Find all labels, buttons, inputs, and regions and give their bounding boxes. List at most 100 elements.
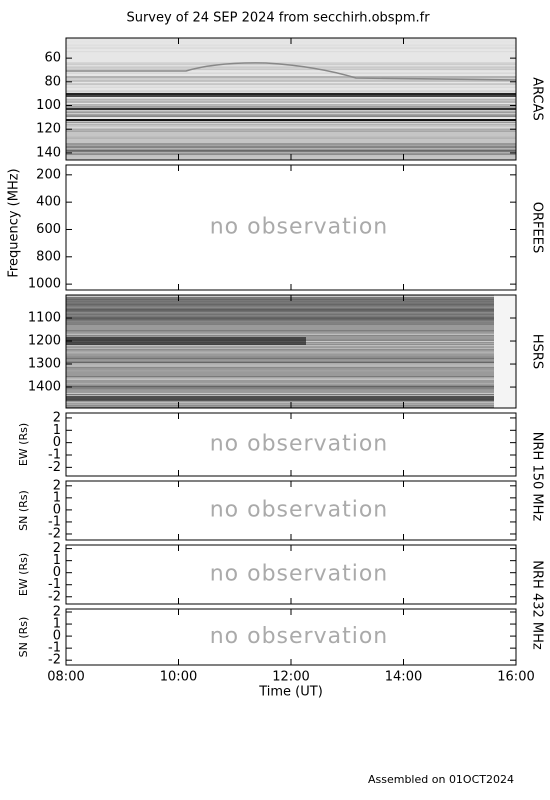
image-stripe <box>66 111 516 114</box>
spectrogram-image <box>66 295 516 408</box>
image-band <box>66 396 516 401</box>
image-stripe <box>66 367 516 368</box>
y-tick-label: 2 <box>53 541 61 556</box>
image-stripe <box>66 146 516 148</box>
image-stripe <box>66 78 516 81</box>
image-stripe <box>66 136 516 138</box>
image-stripe <box>66 394 516 397</box>
x-tick-label: 12:00 <box>272 670 309 685</box>
image-stripe <box>66 51 516 53</box>
image-stripe <box>66 86 516 88</box>
image-stripe <box>66 124 516 125</box>
instrument-label: ORFEES <box>530 202 545 253</box>
image-stripe <box>66 382 516 385</box>
y-tick-label: 60 <box>44 51 61 66</box>
image-stripe <box>66 358 516 360</box>
y-tick-label: -1 <box>48 577 61 592</box>
image-stripe <box>66 147 516 150</box>
image-trace <box>66 62 516 81</box>
x-tick-label: 10:00 <box>160 670 197 685</box>
image-stripe <box>66 97 516 100</box>
image-stripe <box>66 376 516 377</box>
y-tick-label: 100 <box>36 98 61 113</box>
instrument-label: HSRS <box>530 334 545 369</box>
image-stripe <box>66 101 516 103</box>
x-tick-label: 16:00 <box>497 670 534 685</box>
y-tick-label: 1200 <box>28 334 61 349</box>
image-stripe <box>66 149 516 152</box>
image-stripe <box>66 362 516 364</box>
instrument-label: NRH 150 MHz <box>530 432 545 522</box>
y-tick-label: 1400 <box>28 380 61 395</box>
image-stripe <box>66 93 516 95</box>
y-tick-label: -2 <box>48 460 61 475</box>
image-stripe <box>66 47 516 49</box>
image-stripe <box>66 377 516 379</box>
no-observation-note: no observation <box>210 624 389 649</box>
image-band <box>66 337 306 345</box>
image-stripe <box>66 95 516 97</box>
no-observation-note: no observation <box>210 215 389 240</box>
y-axis-label: EW (Rs) <box>17 553 30 596</box>
image-stripe <box>66 121 516 123</box>
image-stripe <box>66 333 516 336</box>
no-observation-note: no observation <box>210 498 389 523</box>
y-axis-label: EW (Rs) <box>17 423 30 466</box>
y-tick-label: 2 <box>53 410 61 425</box>
y-tick-label: 1 <box>53 423 61 438</box>
image-stripe <box>66 364 516 366</box>
image-stripe <box>66 356 516 358</box>
y-tick-label: 1300 <box>28 357 61 372</box>
y-tick-label: -2 <box>48 653 61 668</box>
image-stripe <box>66 83 516 85</box>
image-stripe <box>66 100 516 101</box>
image-stripe <box>66 385 516 387</box>
image-stripe <box>66 137 516 139</box>
y-tick-label: 1100 <box>28 311 61 326</box>
image-band <box>66 297 516 325</box>
y-tick-label: -1 <box>48 448 61 463</box>
y-tick-label: 0 <box>53 435 61 450</box>
y-tick-label: 2 <box>53 605 61 620</box>
image-stripe <box>66 153 516 155</box>
y-tick-label: 1000 <box>28 277 61 292</box>
image-stripe <box>66 385 516 388</box>
image-stripe <box>66 63 516 65</box>
y-tick-label: 80 <box>44 74 61 89</box>
image-stripe <box>66 335 516 336</box>
y-tick-label: 400 <box>36 195 61 210</box>
image-stripe <box>66 361 516 364</box>
image-stripe <box>66 387 516 390</box>
image-stripe <box>66 370 516 372</box>
y-tick-label: 1 <box>53 553 61 568</box>
chart-title: Survey of 24 SEP 2024 from secchirh.obsp… <box>126 11 430 26</box>
y-tick-label: 0 <box>53 565 61 580</box>
instrument-label: ARCAS <box>530 77 545 121</box>
image-stripe <box>66 108 516 110</box>
image-stripe <box>66 130 516 132</box>
image-stripe <box>66 143 516 145</box>
y-tick-label: 1 <box>53 490 61 505</box>
y-tick-label: 2 <box>53 478 61 493</box>
y-tick-label: -2 <box>48 526 61 541</box>
y-tick-label: 800 <box>36 249 61 264</box>
y-tick-label: -1 <box>48 641 61 656</box>
image-stripe <box>66 367 516 369</box>
image-stripe <box>66 351 516 353</box>
y-tick-label: -2 <box>48 589 61 604</box>
image-stripe <box>66 393 516 395</box>
image-blank <box>494 295 516 408</box>
image-stripe <box>66 113 516 115</box>
y-axis-label: Frequency (MHz) <box>7 168 22 277</box>
image-stripe <box>66 347 516 350</box>
footer: Assembled on 01OCT2024 <box>368 773 514 786</box>
y-tick-label: 600 <box>36 222 61 237</box>
y-axis-label: SN (Rs) <box>17 617 30 658</box>
y-tick-label: 200 <box>36 167 61 182</box>
image-stripe <box>66 106 516 108</box>
image-stripe <box>66 62 516 64</box>
image-stripe <box>66 330 516 332</box>
x-tick-label: 14:00 <box>385 670 422 685</box>
image-stripe <box>66 368 516 370</box>
image-stripe <box>66 104 516 106</box>
